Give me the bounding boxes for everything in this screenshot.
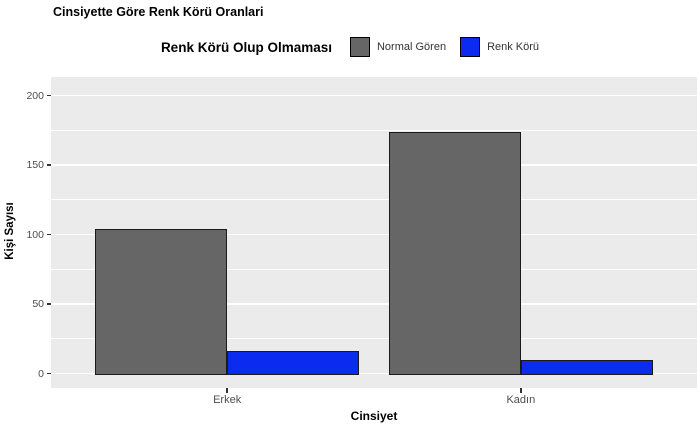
y-tick-label: 100 [26, 228, 44, 241]
legend-title: Renk Körü Olup Olmaması [160, 39, 332, 55]
x-axis-title: Cinsiyet [350, 409, 398, 423]
gridline-major [51, 94, 697, 97]
y-tick-mark [46, 164, 51, 166]
legend-label: Renk Körü [487, 41, 540, 53]
x-tick-mark [520, 388, 522, 393]
y-tick-mark [46, 233, 51, 236]
gridline-minor [51, 338, 697, 340]
legend-item-renk-koru: Renk Körü [460, 37, 539, 57]
legend-swatch [460, 37, 481, 57]
gridline-minor [51, 268, 697, 270]
gridline-major [51, 233, 697, 236]
plot-panel [51, 77, 697, 388]
legend: Renk Körü Olup Olmaması Normal Gören Renk… [0, 32, 700, 62]
y-tick-mark [46, 94, 51, 97]
x-tick-label: Kadın [506, 394, 536, 406]
legend-swatch [349, 37, 370, 57]
bar-erkek-normal [95, 228, 228, 375]
legend-label: Normal Gören [376, 41, 447, 53]
bar-erkek-renk-koru [227, 351, 360, 375]
gridline-minor [51, 199, 697, 201]
y-tick-mark [46, 372, 51, 375]
y-tick-label: 150 [26, 159, 44, 171]
chart-title: Cinsiyette Göre Renk Körü Oranlari [53, 5, 264, 19]
gridline-major [51, 372, 697, 375]
gridline-major [51, 303, 697, 305]
x-tick-label: Erkek [213, 394, 242, 406]
y-tick-label: 0 [38, 367, 44, 380]
y-tick-mark [46, 303, 51, 305]
x-tick-mark [226, 388, 228, 393]
bar-kadın-renk-koru [520, 359, 653, 375]
gridline-major [51, 164, 697, 166]
bar-kadın-normal [388, 131, 521, 375]
y-tick-label: 50 [32, 298, 44, 310]
y-tick-label: 200 [26, 89, 44, 102]
legend-item-normal-goren: Normal Gören [349, 37, 447, 57]
gridline-minor [51, 129, 697, 131]
